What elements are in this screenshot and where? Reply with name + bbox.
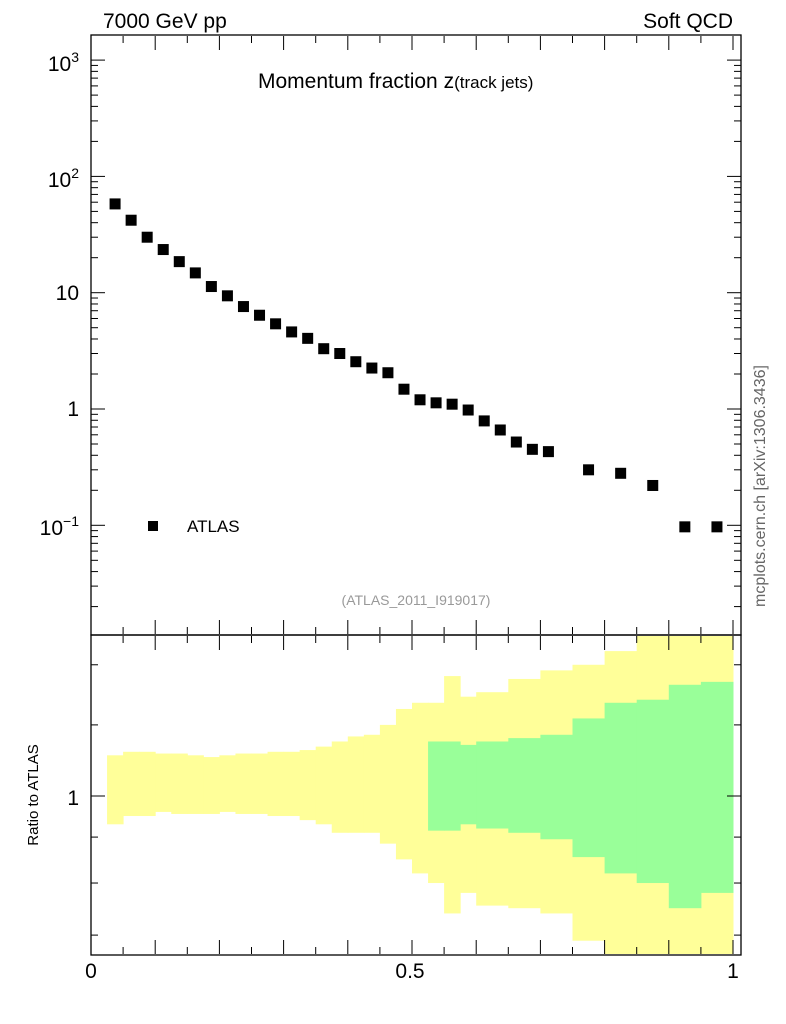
x-tick-label-0: 0 [85, 960, 97, 983]
data-point [526, 443, 538, 455]
ratio-bands [107, 636, 734, 954]
data-point [478, 415, 490, 427]
data-point [157, 244, 169, 256]
ratio-outer-band-bin-9 [251, 753, 269, 814]
data-point [141, 231, 153, 243]
y-tick-label-100: 102 [48, 165, 79, 192]
ratio-outer-band-bin-18 [395, 708, 413, 860]
data-point [679, 521, 691, 533]
ratio-outer-band-bin-13 [315, 746, 333, 825]
data-point [254, 309, 266, 321]
data-point [414, 394, 426, 406]
ratio-y-tick-label-1: 1 [67, 787, 79, 810]
ratio-outer-band-bin-5 [187, 755, 204, 814]
header-right: Soft QCD [643, 10, 733, 33]
y-tick-label-1: 1 [67, 398, 79, 421]
data-point [125, 214, 137, 226]
data-point [286, 326, 298, 338]
legend-label-atlas: ATLAS [187, 517, 240, 536]
ratio-outer-band-bin-6 [203, 757, 220, 814]
ratio-outer-band-bin-7 [219, 755, 236, 812]
ratio-inner-band-bin-27 [604, 702, 638, 874]
ratio-outer-band-bin-2 [139, 751, 156, 817]
data-point [583, 464, 595, 476]
ratio-outer-band-bin-17 [379, 724, 397, 844]
ratio-inner-band-bin-28 [636, 699, 670, 884]
plot-title-sub: (track jets) [454, 73, 533, 92]
ratio-inner-band-bin-23 [476, 741, 509, 829]
ratio-outer-band-bin-14 [331, 741, 349, 833]
data-point [711, 521, 723, 533]
ratio-inner-band-bin-30 [700, 681, 734, 893]
ratio-outer-band-bin-1 [123, 751, 140, 817]
data-point [237, 301, 249, 313]
ratio-inner-band-bin-22 [460, 744, 477, 825]
y-tick-label-10: 10 [56, 282, 79, 305]
ratio-outer-band-bin-19 [412, 702, 429, 874]
plot-title: Momentum fraction z(track jets) [258, 70, 533, 93]
ratio-inner-band-bin-26 [572, 718, 606, 858]
ratio-outer-band-bin-11 [283, 751, 301, 817]
x-tick-label-0.5: 0.5 [395, 960, 424, 983]
ratio-outer-band-bin-4 [171, 753, 188, 814]
data-point [270, 318, 282, 330]
data-point [366, 362, 378, 374]
data-point [302, 332, 314, 344]
analysis-tag: (ATLAS_2011_I919017) [342, 592, 491, 608]
data-point [205, 281, 217, 293]
ratio-outer-band-bin-12 [299, 750, 317, 821]
main-plot-frame [90, 34, 742, 636]
ratio-inner-band-bin-21 [444, 741, 461, 831]
data-point [318, 343, 330, 355]
data-point [109, 198, 121, 210]
y-tick-label-1000: 103 [48, 49, 79, 76]
data-point [398, 383, 410, 395]
side-label: mcplots.cern.ch [arXiv:1306.3436] [752, 365, 769, 607]
data-point [221, 290, 233, 302]
plot-title-main: Momentum fraction z [258, 70, 454, 93]
ratio-y-axis-label: Ratio to ATLAS [25, 744, 42, 845]
data-point [615, 467, 627, 479]
ratio-outer-band-bin-3 [155, 753, 172, 812]
data-point [542, 446, 554, 458]
ratio-outer-band-bin-15 [347, 736, 365, 833]
data-point [334, 348, 346, 360]
data-point [173, 256, 185, 268]
data-point [189, 267, 201, 279]
data-point [510, 436, 522, 448]
ratio-inner-band-bin-29 [668, 684, 702, 909]
data-point [350, 356, 362, 368]
data-point [446, 398, 458, 410]
legend-marker-atlas [148, 521, 158, 531]
y-tick-label-0.1: 10−1 [40, 513, 80, 540]
ratio-inner-band-bin-20 [428, 741, 445, 831]
data-point [430, 397, 442, 409]
data-point [382, 367, 394, 379]
data-point [462, 404, 474, 416]
data-point [494, 424, 506, 436]
data-point [647, 479, 659, 491]
ratio-outer-band-bin-10 [267, 751, 285, 817]
x-tick-label-1: 1 [727, 960, 739, 983]
ratio-outer-band-bin-0 [107, 755, 124, 825]
ratio-outer-band-bin-8 [235, 753, 252, 814]
ratio-outer-band-bin-16 [363, 734, 381, 833]
header-left: 7000 GeV pp [103, 10, 227, 33]
ratio-plot-frame [90, 634, 742, 956]
ratio-inner-band-bin-24 [508, 738, 541, 833]
data-markers [109, 198, 723, 533]
ratio-inner-band-bin-25 [540, 734, 573, 840]
